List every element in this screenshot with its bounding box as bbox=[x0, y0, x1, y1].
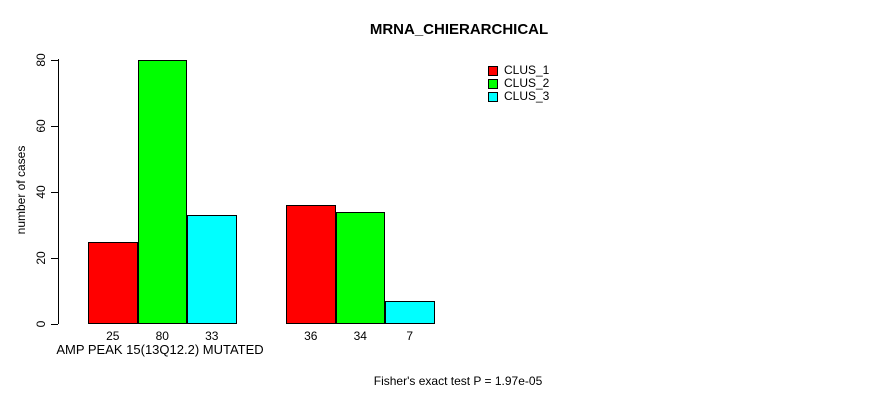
y-tick-label: 80 bbox=[34, 52, 48, 67]
legend-label: CLUS_2 bbox=[504, 76, 550, 90]
legend-swatch bbox=[488, 78, 498, 89]
y-tick-mark bbox=[51, 257, 58, 259]
y-tick-mark bbox=[51, 59, 58, 61]
annotation-text: Fisher's exact test P = 1.97e-05 bbox=[373, 374, 543, 388]
y-axis-label: number of cases bbox=[14, 145, 28, 235]
y-tick-label: 40 bbox=[34, 184, 48, 199]
bar bbox=[286, 205, 336, 324]
bar-value-label: 80 bbox=[155, 329, 169, 343]
bar-value-label: 34 bbox=[353, 329, 367, 343]
x-axis-group-label: AMP PEAK 15(13Q12.2) MUTATED bbox=[56, 342, 264, 357]
bar bbox=[137, 60, 187, 324]
legend-row: CLUS_2 bbox=[488, 77, 549, 90]
chart-title: MRNA_CHIERARCHICAL bbox=[369, 21, 549, 38]
bar bbox=[187, 215, 237, 324]
legend-row: CLUS_3 bbox=[488, 90, 549, 103]
bar bbox=[88, 241, 138, 324]
bar bbox=[335, 211, 385, 324]
legend: CLUS_1 CLUS_2 CLUS_3 bbox=[488, 64, 549, 103]
y-axis-line bbox=[58, 59, 59, 324]
bar-value-label: 36 bbox=[304, 329, 318, 343]
y-tick-mark bbox=[51, 191, 58, 193]
bar bbox=[385, 300, 435, 324]
y-tick-label: 20 bbox=[34, 250, 48, 265]
legend-row: CLUS_1 bbox=[488, 64, 549, 77]
legend-label: CLUS_3 bbox=[504, 89, 550, 103]
legend-label: CLUS_1 bbox=[504, 63, 550, 77]
bar-value-label: 7 bbox=[406, 329, 414, 343]
legend-swatch bbox=[488, 65, 498, 76]
y-tick-label: 60 bbox=[34, 118, 48, 133]
bar-value-label: 25 bbox=[106, 329, 120, 343]
bar-value-label: 33 bbox=[205, 329, 219, 343]
y-tick-mark bbox=[51, 125, 58, 127]
legend-swatch bbox=[488, 91, 498, 102]
y-tick-mark bbox=[51, 323, 58, 325]
y-tick-label: 0 bbox=[34, 320, 48, 327]
